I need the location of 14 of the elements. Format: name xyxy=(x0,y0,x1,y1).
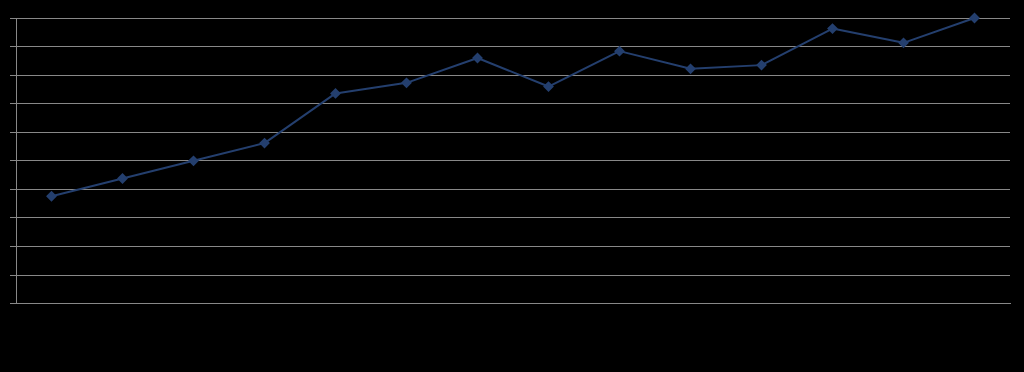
point xyxy=(401,77,412,88)
point xyxy=(614,46,625,57)
point xyxy=(472,52,483,63)
point xyxy=(259,138,270,149)
point xyxy=(330,88,341,99)
point xyxy=(827,23,838,34)
point xyxy=(685,63,696,74)
point xyxy=(188,155,199,166)
point xyxy=(898,37,909,48)
point xyxy=(969,13,980,23)
point xyxy=(117,173,128,184)
point xyxy=(543,81,554,92)
point xyxy=(756,60,767,71)
point xyxy=(46,191,57,202)
